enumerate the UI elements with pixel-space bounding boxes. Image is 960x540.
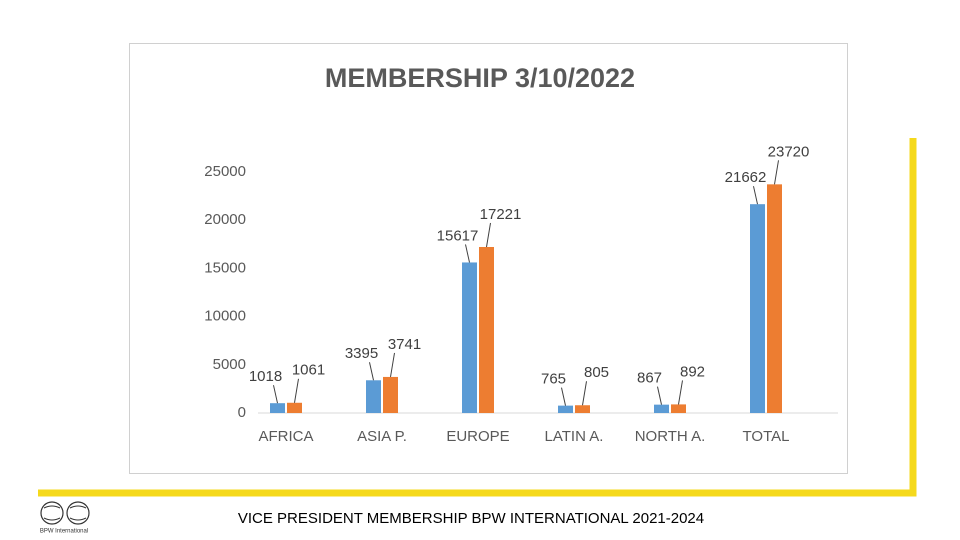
bar (366, 380, 381, 413)
x-tick-label: ASIA P. (357, 428, 407, 445)
bar (575, 405, 590, 413)
y-tick-label: 20000 (204, 211, 246, 228)
value-label: 21662 (725, 169, 767, 186)
x-tick-label: LATIN A. (545, 428, 604, 445)
logo: BPW International (40, 501, 90, 535)
value-label: 867 (637, 370, 662, 387)
leader-line (561, 387, 566, 406)
logo-text: BPW International (40, 529, 88, 535)
leader-line (774, 160, 779, 185)
bar (287, 402, 302, 413)
x-tick-label: EUROPE (446, 428, 509, 445)
chart-title: MEMBERSHIP 3/10/2022 (325, 63, 635, 93)
bar (479, 246, 494, 413)
y-tick-label: 25000 (204, 163, 246, 180)
value-label: 23720 (768, 143, 810, 160)
bar (750, 204, 765, 413)
value-label: 15617 (437, 227, 479, 244)
leader-line (486, 222, 491, 248)
logo-lines (43, 505, 87, 521)
x-tick-label: AFRICA (258, 428, 313, 445)
value-label: 3395 (345, 345, 378, 362)
value-label: 805 (584, 364, 609, 381)
bar (383, 376, 398, 413)
value-label: 3741 (388, 336, 421, 353)
leader-line (273, 385, 278, 404)
leader-line (582, 381, 587, 406)
leader-line (294, 378, 299, 403)
bar (270, 403, 285, 413)
leader-line (678, 380, 683, 405)
bar (558, 405, 573, 413)
y-tick-label: 0 (238, 404, 246, 421)
footer-text: VICE PRESIDENT MEMBERSHIP BPW INTERNATIO… (238, 510, 704, 527)
value-label: 892 (680, 363, 705, 380)
x-tick-label: TOTAL (743, 428, 790, 445)
logo-globe (40, 501, 64, 525)
yellow-frame (38, 138, 917, 497)
bar (671, 404, 686, 413)
y-tick-label: 15000 (204, 259, 246, 276)
leader-line (753, 186, 758, 205)
y-tick-label: 5000 (213, 356, 246, 373)
value-label: 765 (541, 371, 566, 388)
value-label: 1018 (249, 368, 282, 385)
y-tick-label: 10000 (204, 308, 246, 325)
leader-line (390, 352, 395, 378)
bar (462, 262, 477, 413)
leader-line (369, 362, 374, 381)
value-label: 17221 (480, 206, 522, 223)
leader-line (465, 244, 470, 263)
x-tick-label: NORTH A. (635, 428, 706, 445)
value-label: 1061 (292, 362, 325, 379)
logo-globe (66, 501, 90, 525)
bar (767, 184, 782, 413)
leader-line (657, 386, 662, 405)
bar (654, 404, 669, 413)
